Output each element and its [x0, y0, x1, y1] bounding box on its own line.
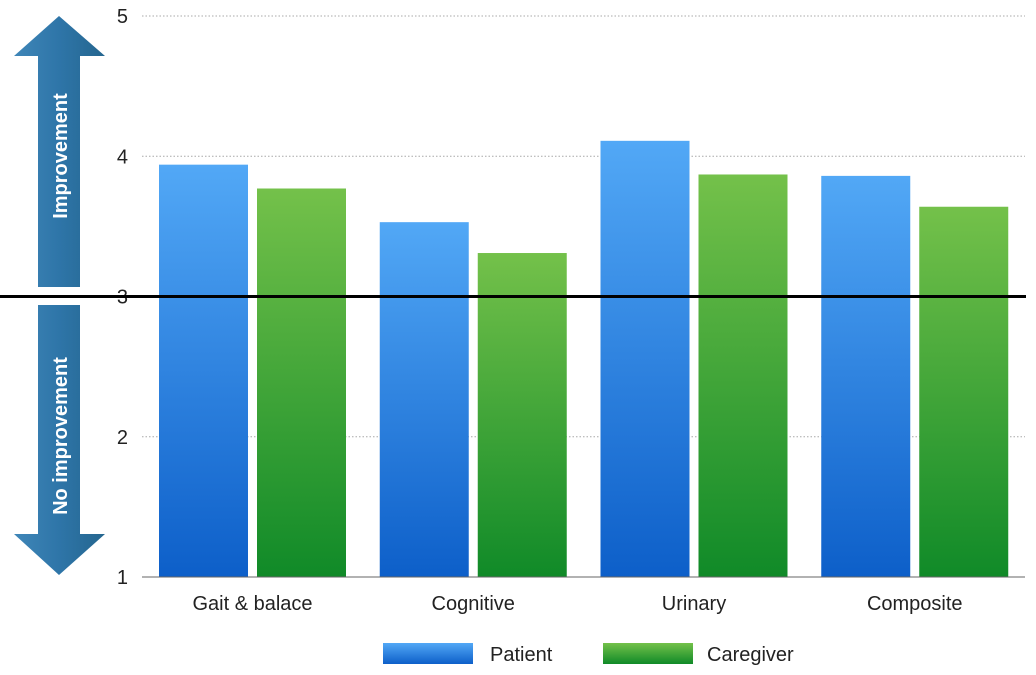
bar-patient: [379, 222, 469, 578]
legend: Patient Caregiver: [383, 643, 794, 666]
bar-caregiver: [257, 188, 346, 577]
y-tick-label: 1: [117, 567, 128, 589]
y-tick-label: 4: [117, 146, 128, 168]
bar-caregiver: [698, 174, 788, 578]
y-tick-label: 5: [117, 6, 128, 28]
bar-patient: [159, 164, 248, 578]
bar-patient: [600, 140, 690, 577]
x-tick-label: Urinary: [662, 593, 726, 615]
legend-label-caregiver: Caregiver: [707, 644, 794, 666]
bar-patient: [821, 175, 911, 577]
bar-caregiver: [477, 253, 567, 577]
no-improvement-arrow-down-icon: No improvement: [14, 305, 105, 575]
bar-caregiver: [919, 206, 1009, 578]
improvement-arrow-up-icon: Improvement: [14, 16, 105, 287]
x-tick-label: Gait & balace: [192, 593, 312, 615]
bars: [159, 140, 1009, 578]
legend-swatch-caregiver: [603, 643, 693, 664]
legend-label-patient: Patient: [490, 644, 553, 666]
x-axis: Gait & balace Cognitive Urinary Composite: [192, 593, 962, 615]
x-tick-label: Cognitive: [432, 593, 515, 615]
x-tick-label: Composite: [867, 593, 963, 615]
improvement-label: Improvement: [50, 93, 72, 219]
y-tick-label: 2: [117, 427, 128, 449]
no-improvement-label: No improvement: [50, 357, 72, 515]
legend-swatch-patient: [383, 643, 473, 664]
